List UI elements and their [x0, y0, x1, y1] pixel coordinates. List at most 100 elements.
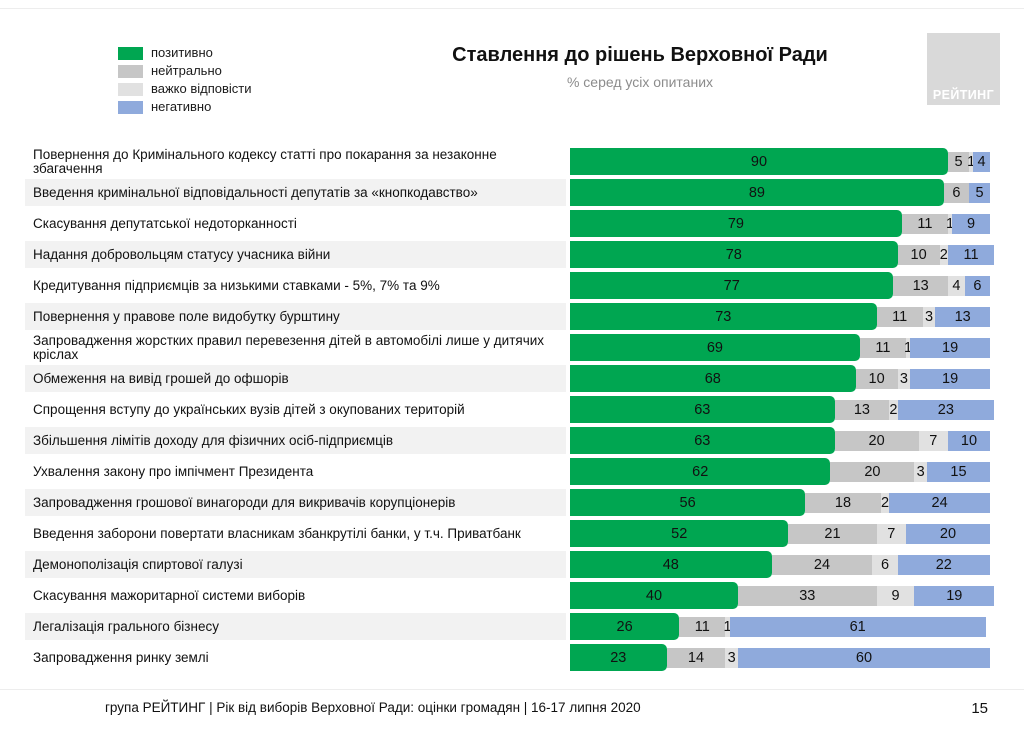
bar-segment-hard-to-say: 1 [946, 213, 954, 234]
page-subtitle: % серед усіх опитаних [566, 74, 714, 90]
bar-track: 68 10 3 19 [570, 363, 990, 394]
bar-track: 56 18 2 24 [570, 487, 990, 518]
bar-segment-negative: 61 [729, 616, 986, 637]
value-label: 23 [937, 401, 954, 418]
value-label: 40 [645, 587, 663, 604]
value-label: 56 [679, 494, 696, 511]
bar-segment-positive: 68 [570, 365, 856, 392]
bar-segment-negative: 13 [935, 306, 990, 327]
bar-segment-neutral: 33 [738, 585, 877, 606]
value-label: 63 [694, 401, 711, 418]
bar-track: 69 11 1 19 [570, 332, 990, 363]
bar-track: 78 10 2 11 [570, 239, 995, 270]
value-label: 3 [899, 370, 908, 387]
value-label: 69 [706, 339, 723, 356]
bar-segment-hard-to-say: 7 [918, 430, 948, 451]
bar-segment-hard-to-say: 2 [939, 244, 948, 265]
category-label: Обмеження на вивід грошей до офшорів [25, 365, 566, 392]
chart-row: Легалізація грального бізнесу 26 11 1 61 [25, 611, 1010, 642]
legend-label: негативно [151, 99, 212, 114]
chart-row: Повернення у правове поле видобутку бурш… [25, 301, 1010, 332]
value-label: 19 [946, 587, 963, 604]
chart-row: Запровадження жорстких правил перевезенн… [25, 332, 1010, 363]
bar-segment-negative: 60 [737, 647, 990, 668]
bar-segment-neutral: 11 [859, 337, 906, 358]
value-label: 78 [725, 246, 742, 263]
bar-segment-positive: 62 [570, 458, 831, 485]
value-label: 6 [952, 184, 961, 201]
chart-row: Обмеження на вивід грошей до офшорів 68 10… [25, 363, 1010, 394]
bar-segment-positive: 23 [570, 644, 667, 671]
value-label: 11 [892, 308, 908, 325]
bar-segment-positive: 40 [570, 582, 738, 609]
chart-row: Запровадження грошової винагороди для ви… [25, 487, 1010, 518]
value-label: 9 [891, 587, 900, 604]
bar-segment-hard-to-say: 1 [967, 151, 975, 172]
bar-segment-positive: 63 [570, 427, 835, 454]
top-divider [0, 8, 1024, 9]
bar-segment-positive: 77 [570, 272, 894, 299]
value-label: 52 [671, 525, 688, 542]
bar-segment-positive: 78 [570, 241, 898, 268]
value-label: 20 [864, 463, 881, 480]
bar-segment-neutral: 18 [805, 492, 881, 513]
bar-segment-hard-to-say: 1 [723, 616, 732, 637]
value-label: 13 [853, 401, 870, 418]
bar-segment-positive: 73 [570, 303, 877, 330]
value-label: 11 [917, 215, 933, 232]
chart-row: Спрощення вступу до українських вузів ді… [25, 394, 1010, 425]
value-label: 89 [748, 184, 765, 201]
legend-label: важко відповісти [151, 81, 252, 96]
value-label: 13 [954, 308, 971, 325]
category-label: Повернення у правове поле видобутку бурш… [25, 303, 566, 330]
chart-row: Надання добровольцям статусу учасника ві… [25, 239, 1010, 270]
bar-track: 26 11 1 61 [570, 611, 986, 642]
value-label: 4 [977, 153, 986, 170]
category-label: Легалізація грального бізнесу [25, 613, 566, 640]
bar-segment-positive: 26 [570, 613, 680, 640]
value-label: 14 [687, 649, 705, 666]
bar-segment-negative: 9 [952, 213, 990, 234]
value-label: 63 [694, 432, 711, 449]
bar-segment-negative: 15 [926, 461, 990, 482]
value-label: 33 [799, 587, 816, 604]
bar-segment-negative: 24 [889, 492, 990, 513]
value-label: 20 [939, 525, 957, 542]
bar-segment-negative: 22 [897, 554, 990, 575]
value-label: 22 [935, 556, 952, 573]
chart-row: Демонополізація спиртової галузі 48 24 6 22 [25, 549, 1010, 580]
value-label: 21 [824, 525, 841, 542]
value-label: 4 [952, 277, 961, 294]
bar-segment-negative: 10 [947, 430, 990, 451]
chart-row: Кредитування підприємців за низькими ста… [25, 270, 1010, 301]
bar-track: 63 13 2 23 [570, 394, 995, 425]
category-label: Демонополізація спиртової галузі [25, 551, 566, 578]
bar-segment-hard-to-say: 3 [897, 368, 911, 389]
legend-item: негативно [118, 100, 252, 114]
value-label: 48 [662, 556, 679, 573]
bar-segment-hard-to-say: 7 [876, 523, 906, 544]
legend-item: позитивно [118, 46, 252, 60]
footer-source-line: група РЕЙТИНГ | Рік від виборів Верховно… [105, 700, 641, 715]
bar-segment-hard-to-say: 3 [914, 461, 927, 482]
bar-segment-neutral: 20 [830, 461, 915, 482]
bar-track: 77 13 4 6 [570, 270, 990, 301]
bar-segment-hard-to-say: 1 [904, 337, 912, 358]
chart-row: Ухвалення закону про імпічмент Президент… [25, 456, 1010, 487]
rating-logo-text: РЕЙТИНГ [932, 88, 995, 102]
bar-segment-hard-to-say: 6 [872, 554, 898, 575]
bar-segment-neutral: 13 [893, 275, 948, 296]
bar-segment-neutral: 21 [788, 523, 877, 544]
bar-track: 73 11 3 13 [570, 301, 990, 332]
value-label: 73 [715, 308, 732, 325]
bar-segment-neutral: 10 [855, 368, 898, 389]
legend-color-chip [118, 46, 143, 60]
chart-row: Введення кримінальної відповідальності д… [25, 177, 1010, 208]
bar-segment-hard-to-say: 4 [947, 275, 965, 296]
legend-item: нейтрально [118, 64, 252, 78]
category-label: Запровадження грошової винагороди для ви… [25, 489, 566, 516]
category-label: Введення заборони повертати власникам зб… [33, 525, 521, 541]
category-label: Скасування депутатської недоторканності [33, 215, 297, 231]
bar-segment-neutral: 24 [771, 554, 873, 575]
